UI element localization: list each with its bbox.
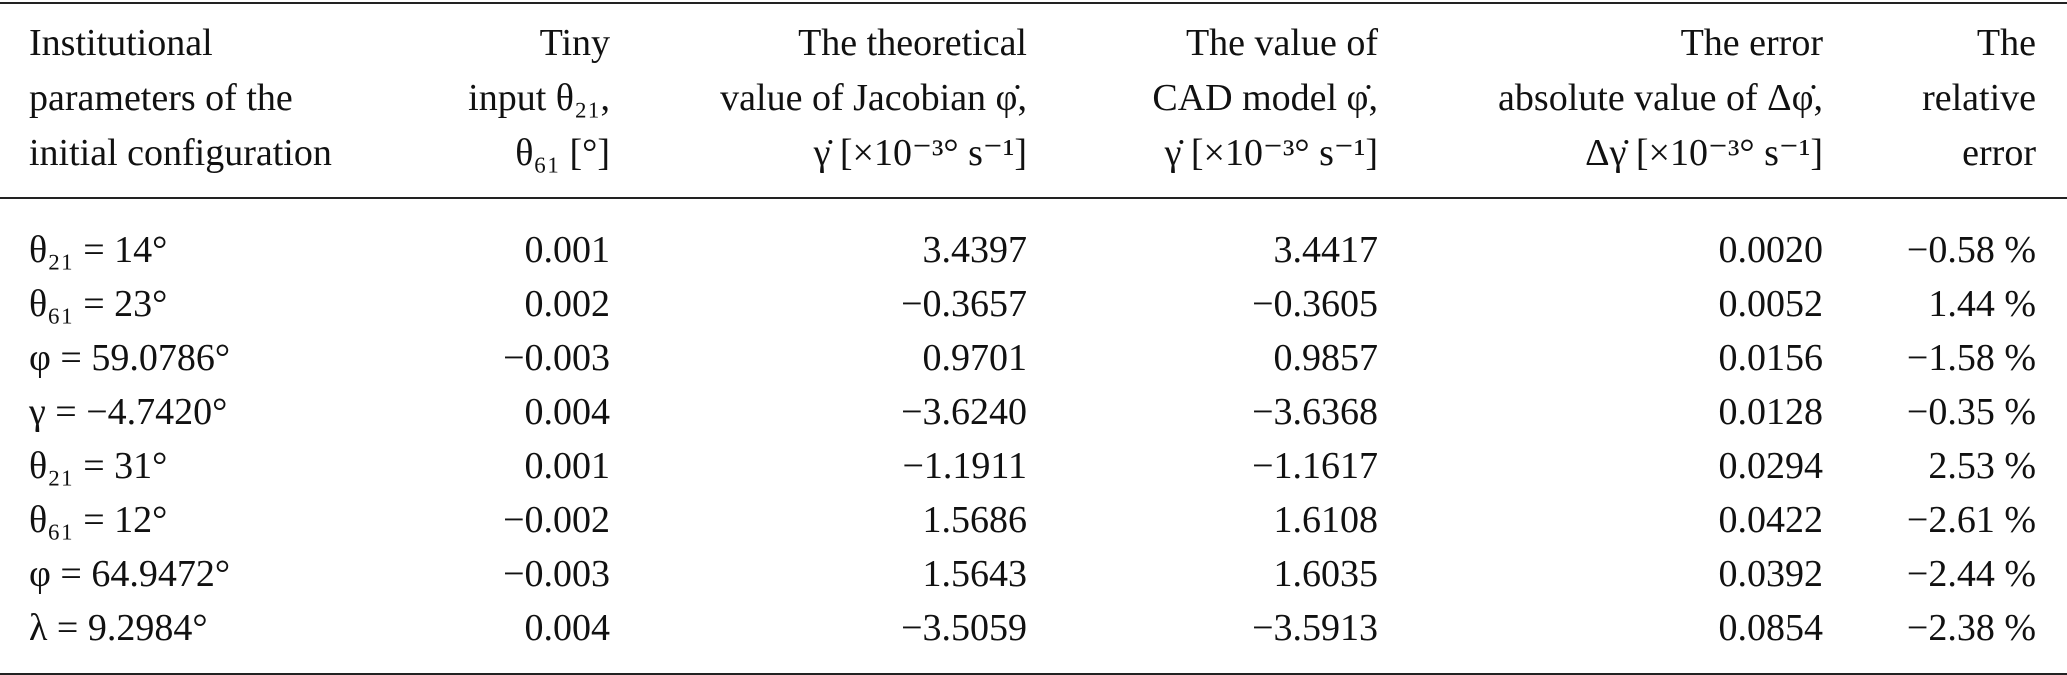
header-cell: Institutional parameters of the initial co… [0,3,420,198]
table-cell: 0.002 [524,283,611,325]
table-cell: 0.001 [524,445,611,487]
table-cell: 0.0020 [1718,229,1824,271]
header-line: relative [1922,77,2036,119]
table-cell: −0.35 % [1906,391,2036,433]
table-cell: 0.0392 [1718,553,1824,595]
table-cell: 0.0156 [1718,337,1824,379]
table-cell: θ₂₁ = 31° [29,445,168,487]
header-cell: The relative error [1823,3,2067,198]
header-line: The error [1680,22,1823,64]
table-cell: −0.003 [503,337,610,379]
header-line: θ₆₁ [°] [515,132,610,174]
header-line: Tiny [539,22,610,64]
table-cell: 0.0854 [1718,607,1824,649]
header-cell: The error absolute value of Δφ̇, Δγ̇ [×10⁻… [1378,3,1823,198]
header-line: The [1976,22,2036,64]
header-line: γ̇ [×10⁻³° s⁻¹] [813,132,1027,174]
header-cell: Tiny input θ₂₁, θ₆₁ [°] [420,3,610,198]
header-line: value of Jacobian φ̇, [720,77,1027,119]
table-cell: 0.0422 [1718,499,1824,541]
header-line: The value of [1185,22,1378,64]
table-cell: −2.38 % [1906,607,2036,649]
header-line: Institutional [29,22,213,64]
table-cell: −3.5913 [1252,607,1378,649]
table-cell: 0.9857 [1273,337,1379,379]
table-cell: −3.6368 [1252,391,1378,433]
table-row: λ = 9.2984° 0.004 −3.5059 −3.5913 0.0854 −2.3… [0,601,2067,674]
table-cell: 1.6108 [1273,499,1379,541]
table-cell: γ = −4.7420° [29,391,228,433]
table-cell: 3.4417 [1273,229,1379,271]
table-row: φ = 59.0786° −0.003 0.9701 0.9857 0.0156 −1.5… [0,331,2067,385]
table-cell: −3.6240 [901,391,1027,433]
table-cell: 1.5643 [922,553,1028,595]
table-cell: 0.004 [524,391,611,433]
table-cell: 0.0052 [1718,283,1824,325]
header-cell: The theoretical value of Jacobian φ̇, γ̇ [… [610,3,1027,198]
header-line: Δγ̇ [×10⁻³° s⁻¹] [1585,132,1823,174]
header-line: The theoretical [798,22,1027,64]
table-cell: 0.0128 [1718,391,1824,433]
table-cell: −2.61 % [1906,499,2036,541]
table-cell: 0.9701 [922,337,1028,379]
table-row: θ₂₁ = 14° 0.001 3.4397 3.4417 0.0020 −0.58 % [0,198,2067,277]
table-cell: −1.58 % [1906,337,2036,379]
table-cell: 3.4397 [922,229,1028,271]
table-row: γ = −4.7420° 0.004 −3.6240 −3.6368 0.0128 −0.… [0,385,2067,439]
table-cell: −3.5059 [901,607,1027,649]
table-cell: θ₆₁ = 12° [29,499,168,541]
table-cell: φ = 64.9472° [29,553,231,595]
header-cell: The value of CAD model φ̇, γ̇ [×10⁻³° s⁻¹] [1027,3,1378,198]
table-header: Institutional parameters of the initial co… [0,3,2067,198]
table-cell: −2.44 % [1906,553,2036,595]
header-row: Institutional parameters of the initial co… [0,3,2067,198]
table-cell: θ₂₁ = 14° [29,229,168,271]
table-cell: 0.001 [524,229,611,271]
table-cell: 2.53 % [1928,445,2036,487]
table-cell: 0.004 [524,607,611,649]
table-cell: 1.6035 [1273,553,1379,595]
table-row: φ = 64.9472° −0.003 1.5643 1.6035 0.0392 −2.4… [0,547,2067,601]
table-cell: −0.003 [503,553,610,595]
header-line: parameters of the [29,77,293,119]
table-row: θ₆₁ = 23° 0.002 −0.3657 −0.3605 0.0052 1.44 % [0,277,2067,331]
table-cell: 1.44 % [1928,283,2036,325]
table-cell: 0.0294 [1718,445,1824,487]
table-cell: θ₆₁ = 23° [29,283,168,325]
header-line: absolute value of Δφ̇, [1498,77,1823,119]
table-cell: φ = 59.0786° [29,337,231,379]
header-line: error [1962,132,2036,174]
header-line: initial configuration [29,132,332,174]
table-row: θ₆₁ = 12° −0.002 1.5686 1.6108 0.0422 −2.61 % [0,493,2067,547]
header-line: input θ₂₁, [468,77,610,119]
table-cell: −0.3657 [901,283,1027,325]
table-cell: −0.002 [503,499,610,541]
table-cell: −1.1617 [1252,445,1378,487]
table-cell: λ = 9.2984° [29,607,208,649]
table-cell: −0.58 % [1906,229,2036,271]
table-cell: 1.5686 [922,499,1028,541]
table-body: θ₂₁ = 14° 0.001 3.4397 3.4417 0.0020 −0.58 % θ… [0,198,2067,674]
header-line: γ̇ [×10⁻³° s⁻¹] [1164,132,1378,174]
header-line: CAD model φ̇, [1152,77,1378,119]
table-cell: −1.1911 [902,445,1027,487]
table-row: θ₂₁ = 31° 0.001 −1.1911 −1.1617 0.0294 2.53 % [0,439,2067,493]
table-cell: −0.3605 [1252,283,1378,325]
